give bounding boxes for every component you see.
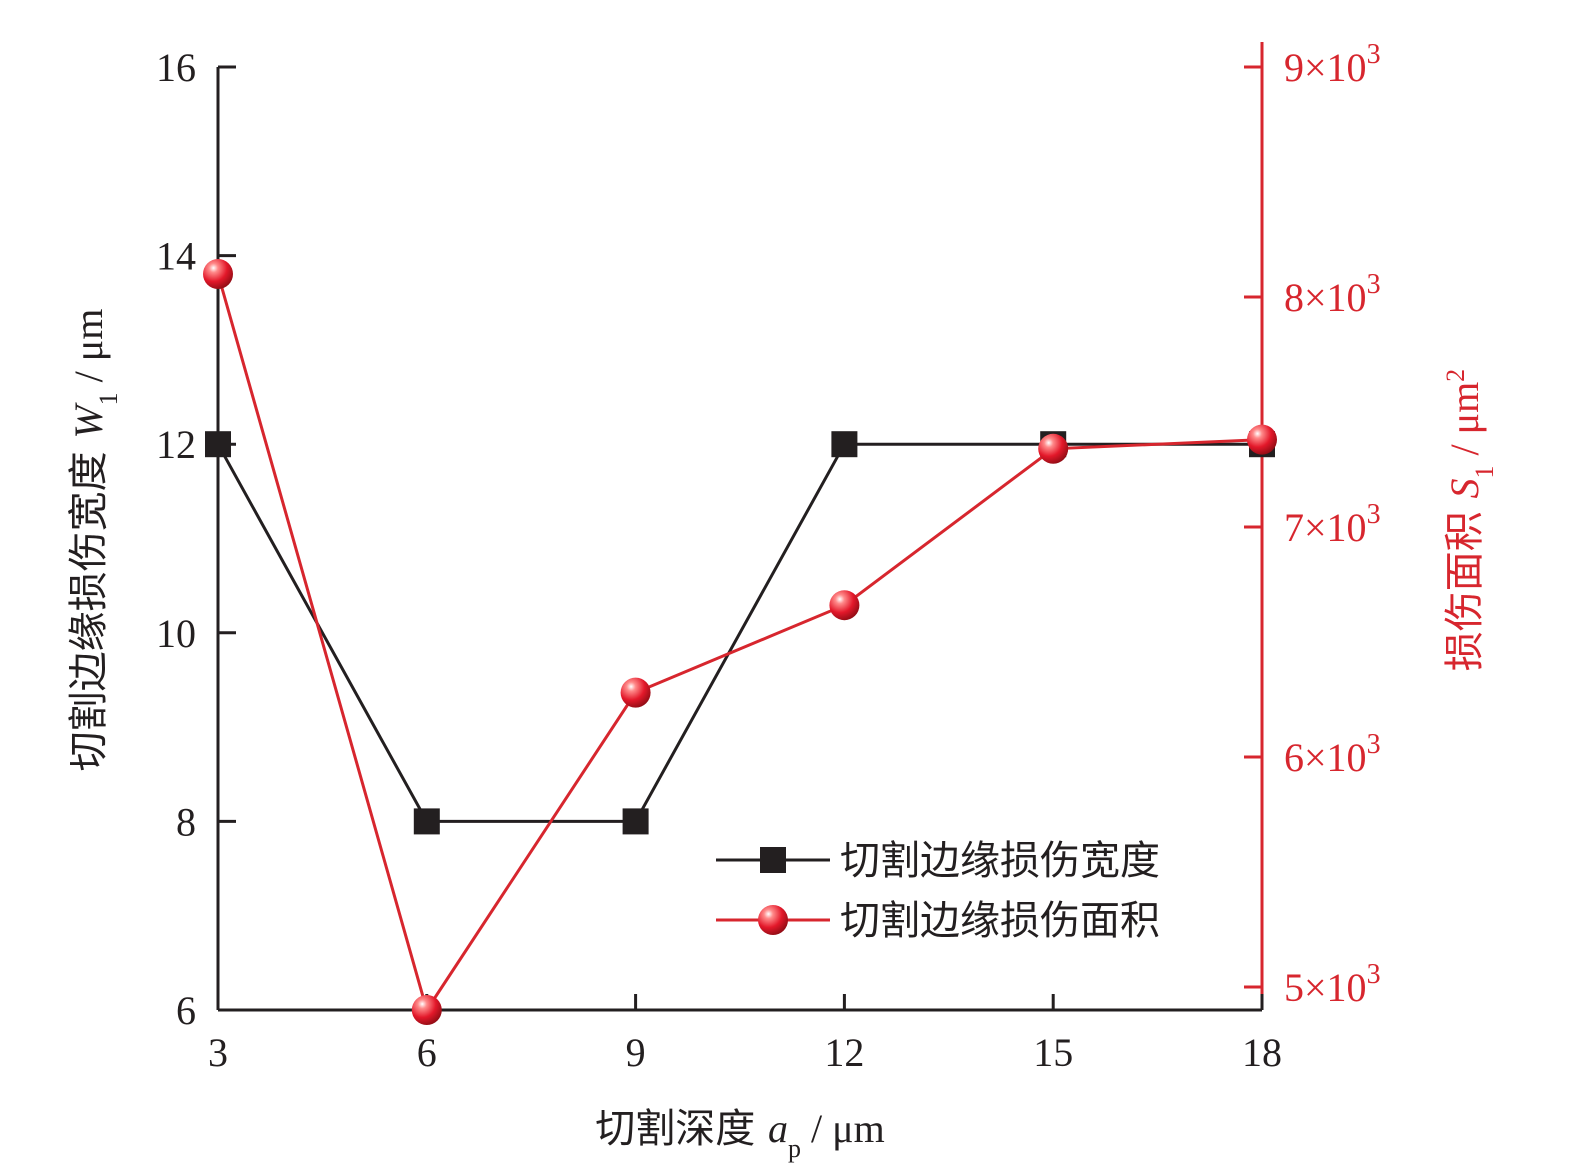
y-right-tick-label: 7×103 <box>1284 499 1381 550</box>
y-axis-right-title: 损伤面积 S1 / μm2 <box>1441 369 1499 671</box>
data-point-sphere <box>1247 424 1277 455</box>
y-left-tick-label: 16 <box>156 45 196 90</box>
data-point-square <box>205 431 231 458</box>
series-layer <box>203 259 1277 1025</box>
legend-marker-sphere <box>758 905 788 935</box>
legend-label-0: 切割边缘损伤宽度 <box>840 838 1160 884</box>
legend-label-1: 切割边缘损伤面积 <box>840 898 1160 944</box>
x-tick-label: 12 <box>824 1030 864 1075</box>
series-line-1 <box>216 273 1263 1014</box>
x-tick-label: 15 <box>1033 1030 1073 1075</box>
data-point-sphere <box>620 677 651 708</box>
y-right-tick-label: 6×103 <box>1284 729 1381 780</box>
y-left-tick-label: 6 <box>176 988 196 1033</box>
data-point-sphere <box>1038 433 1069 464</box>
y-right-tick-label: 9×103 <box>1284 39 1381 90</box>
y-right-tick-label: 5×103 <box>1284 959 1381 1010</box>
y-left-tick-label: 10 <box>156 611 196 656</box>
x-axis: 3 6 9 12 15 18 <box>208 994 1282 1075</box>
series-line-0 <box>216 442 1262 823</box>
x-tick-label: 18 <box>1242 1030 1282 1075</box>
data-point-sphere <box>411 995 442 1025</box>
y-axis-left-title: 切割边缘损伤宽度 W1 / μm <box>66 309 123 772</box>
x-axis-title: 切割深度 ap / μm <box>595 1106 884 1163</box>
y-axis-left: 6 8 10 12 14 16 <box>156 45 236 1033</box>
y-left-tick-label: 8 <box>176 799 196 844</box>
x-tick-label: 3 <box>208 1030 228 1075</box>
data-point-sphere <box>203 259 233 289</box>
y-right-tick-label: 8×103 <box>1284 269 1381 320</box>
data-point-square <box>831 431 858 458</box>
data-point-square <box>413 808 440 835</box>
data-point-square <box>622 808 649 835</box>
x-tick-label: 9 <box>626 1030 646 1075</box>
x-tick-label: 6 <box>417 1030 437 1075</box>
data-point-sphere <box>829 590 860 621</box>
legend-marker-square <box>760 847 786 873</box>
y-left-tick-label: 12 <box>156 422 196 467</box>
y-left-tick-label: 14 <box>156 234 196 279</box>
y-axis-right: 5×103 6×103 7×103 8×103 9×103 <box>1244 39 1381 1010</box>
